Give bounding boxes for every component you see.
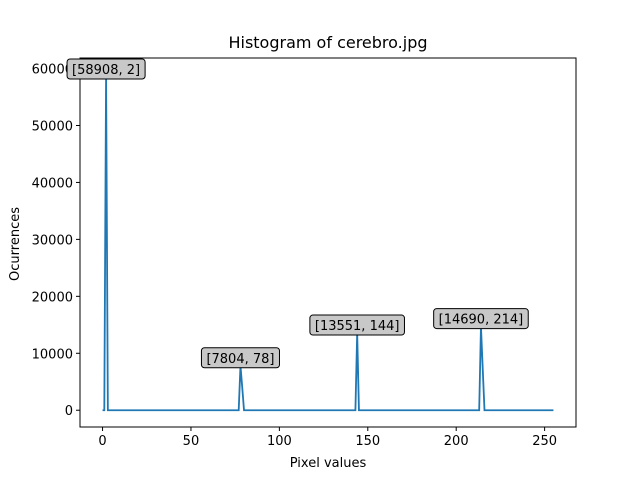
peak-annotation: [14690, 214]	[433, 308, 529, 330]
peak-annotation: [7804, 78]	[200, 347, 280, 369]
plot-frame	[79, 57, 577, 428]
annotation-box	[433, 308, 529, 330]
peak-annotation: [58908, 2]	[66, 58, 146, 80]
y-axis: 0 10000 20000 30000 40000 50000 60000	[32, 63, 80, 419]
annotation-box	[66, 58, 146, 80]
annotation-label: [14690, 214]	[439, 313, 524, 328]
y-tick-label: 50000	[32, 119, 73, 134]
y-tick-label: 10000	[32, 347, 73, 362]
y-tick-label: 20000	[32, 290, 73, 305]
x-tick-label: 150	[355, 434, 380, 449]
y-tick-label: 40000	[32, 176, 73, 191]
y-tick-label: 60000	[32, 63, 73, 78]
y-axis-label: Ocurrences	[8, 207, 23, 281]
annotation-box	[200, 347, 280, 369]
x-tick-label: 200	[444, 434, 469, 449]
chart-title: Histogram of cerebro.jpg	[228, 33, 427, 52]
annotation-box	[309, 314, 405, 336]
x-tick-label: 250	[532, 434, 557, 449]
x-tick-label: 0	[98, 434, 106, 449]
annotation-label: [7804, 78]	[206, 352, 274, 367]
plot-area	[102, 74, 554, 412]
x-axis-label: Pixel values	[290, 456, 367, 471]
peak-annotation: [13551, 144]	[309, 314, 405, 336]
x-tick-label: 100	[267, 434, 292, 449]
annotations: [58908, 2] [7804, 78] [13551, 144] [14690, …	[66, 58, 529, 369]
x-axis: 0 50 100 150 200 250	[98, 427, 557, 449]
y-tick-label: 0	[65, 404, 73, 419]
x-tick-label: 50	[183, 434, 200, 449]
annotation-label: [13551, 144]	[315, 319, 400, 334]
annotation-label: [58908, 2]	[72, 63, 140, 78]
y-tick-label: 30000	[32, 233, 73, 248]
